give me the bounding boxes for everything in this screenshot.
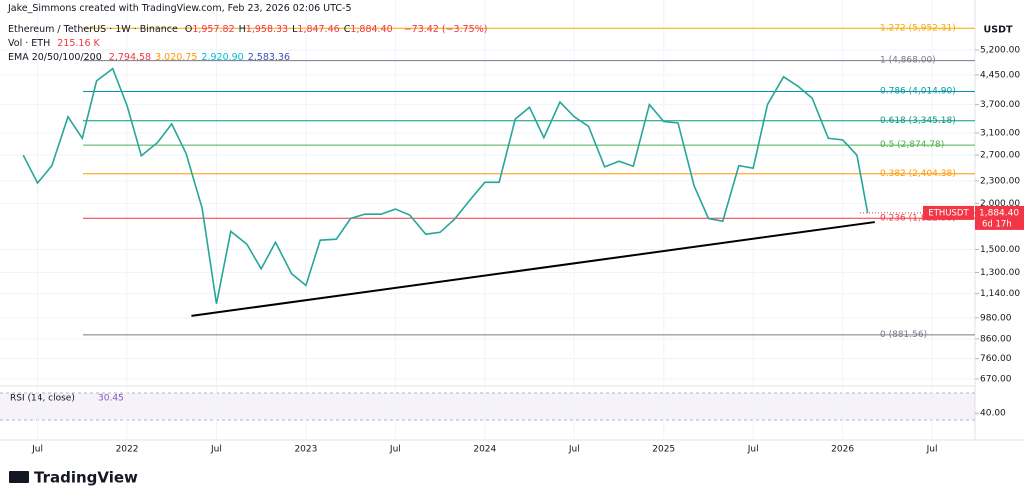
- volume-label: Vol · ETH: [8, 38, 51, 49]
- price-line: [22, 67, 869, 304]
- fib-label: 1.272 (5,952.31): [880, 23, 956, 33]
- y-tick-label: 760.00: [980, 354, 1012, 364]
- rsi-tick-label: 40.00: [980, 409, 1006, 419]
- symbol: Ethereum / TetherUS · 1W · Binance: [8, 24, 178, 35]
- symbol-tag: [923, 205, 974, 220]
- y-tick-label: 2,700.00: [980, 151, 1020, 161]
- ema-value: 2,583.36: [247, 52, 291, 63]
- y-tick-label: 3,700.00: [980, 100, 1020, 110]
- x-tick-label: 2024: [473, 445, 496, 455]
- x-tick-label: Jul: [389, 445, 401, 455]
- fib-label: 0.618 (3,345.18): [880, 116, 956, 126]
- x-tick-label: Jul: [210, 445, 222, 455]
- y-tick-label: 5,200.00: [980, 45, 1020, 55]
- symbol-tag-text: ETHUSDT: [928, 208, 969, 218]
- countdown: 6d 17h: [982, 219, 1012, 229]
- brand: TradingView: [34, 469, 138, 487]
- logo-mark: [9, 471, 29, 483]
- fib-label: 0.382 (2,404.38): [880, 169, 956, 179]
- plot-bg: [0, 0, 975, 440]
- ema-label: EMA 20/50/100/200: [8, 52, 102, 63]
- legend-ema: EMA 20/50/100/200 2,794.58 3,020.75 2,920.…: [8, 52, 298, 63]
- y-tick-label: 4,450.00: [980, 70, 1020, 80]
- x-tick-label: 2023: [294, 445, 317, 455]
- x-tick-label: Jul: [31, 445, 43, 455]
- x-tick-label: 2026: [831, 445, 854, 455]
- y-tick-label: 1,300.00: [980, 268, 1020, 278]
- fib-label: 0 (881.56): [880, 330, 927, 340]
- volume-value: 215.16 K: [57, 38, 100, 49]
- y-tick-label: 2,300.00: [980, 176, 1020, 186]
- x-tick-label: 2022: [116, 445, 139, 455]
- fib-label: 0.5 (2,874.78): [880, 140, 944, 150]
- y-tick-label: 2,000.00: [980, 199, 1020, 209]
- rsi-value: 30.45: [98, 394, 124, 404]
- rsi-label: RSI (14, close): [10, 394, 75, 404]
- y-tick-label: 1,500.00: [980, 245, 1020, 255]
- ohlc-value: 1,958.33: [245, 24, 289, 35]
- x-tick-label: Jul: [568, 445, 580, 455]
- fib-label: 0.786 (4,014.90): [880, 86, 956, 96]
- price-tag-text: 1,884.40: [979, 208, 1019, 218]
- ema-value: 2,920.90: [201, 52, 244, 63]
- ohlc: O1,957.82 H1,958.33 L1,847.46 C1,884.40: [185, 24, 397, 35]
- ohlc-value: 1,847.46: [297, 24, 340, 35]
- ohlc-value: 1,884.40: [350, 24, 393, 35]
- change: −73.42 (−3.75%): [403, 24, 488, 35]
- x-tick-label: 2025: [652, 445, 675, 455]
- ema-value: 2,794.58: [108, 52, 152, 63]
- trendline: [191, 221, 875, 317]
- currency-label: USDT: [984, 25, 1013, 36]
- y-tick-label: 3,100.00: [980, 129, 1020, 139]
- ohlc-key: H: [238, 24, 246, 35]
- ohlc-key: O: [184, 24, 193, 35]
- y-tick-label: 670.00: [980, 374, 1012, 384]
- legend-main: Ethereum / TetherUS · 1W · Binance O1,95…: [8, 24, 491, 35]
- ohlc-value: 1,957.82: [192, 24, 235, 35]
- fib-label: 1 (4,868.00): [880, 56, 936, 66]
- ema-value: 3,020.75: [155, 52, 198, 63]
- fib-label: 0.236 (1,822.38): [880, 213, 956, 223]
- y-tick-label: 860.00: [980, 334, 1012, 344]
- credit: Jake_Simmons created with TradingView.co…: [8, 3, 352, 14]
- y-tick-label: 980.00: [980, 313, 1012, 323]
- ohlc-key: L: [292, 24, 298, 35]
- ema-values: 2,794.58 3,020.75 2,920.90 2,583.36: [109, 52, 294, 63]
- x-tick-label: Jul: [926, 445, 938, 455]
- rsi-band: [0, 393, 975, 420]
- logo: TradingView: [9, 469, 138, 487]
- y-tick-label: 1,140.00: [980, 289, 1020, 299]
- legend-volume: Vol · ETH 215.16 K: [8, 38, 104, 49]
- price-tag: [975, 205, 1024, 230]
- x-tick-label: Jul: [747, 445, 759, 455]
- ohlc-key: C: [343, 24, 351, 35]
